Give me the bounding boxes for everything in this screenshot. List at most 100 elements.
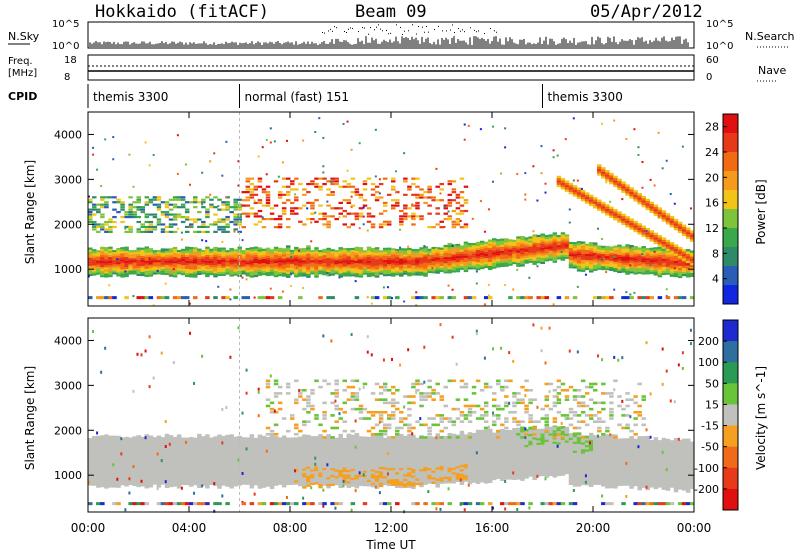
velocity-cell [269, 445, 275, 449]
power-cell [629, 296, 634, 300]
velocity-cell [92, 449, 97, 453]
power-cell [160, 223, 166, 226]
search-dot [454, 31, 455, 33]
velocity-cell [124, 456, 129, 460]
power-cell [374, 249, 380, 252]
velocity-cell [209, 439, 214, 443]
power-cell [621, 220, 626, 223]
power-cell [588, 264, 594, 267]
power-cell [540, 296, 545, 300]
power-cell [649, 296, 655, 300]
velocity-cell [245, 437, 251, 440]
power-cell [241, 199, 247, 202]
power-cell [568, 264, 574, 267]
power-cell [217, 220, 222, 224]
power-cell [492, 262, 497, 265]
velocity-cell [116, 460, 121, 464]
power-cell [249, 182, 255, 186]
power-cell [399, 248, 404, 251]
power-cell [496, 239, 501, 242]
power-cell [633, 246, 638, 249]
velocity-cell [197, 471, 202, 475]
velocity-cell [116, 447, 121, 450]
search-dot [458, 28, 459, 30]
velocity-cell [290, 439, 295, 443]
power-cell [257, 155, 260, 158]
power-cell [431, 261, 436, 264]
power-cell [265, 253, 271, 256]
power-cell [641, 260, 646, 263]
power-cell [209, 250, 214, 253]
velocity-cell [197, 465, 202, 468]
velocity-cell [277, 468, 283, 472]
velocity-cell [160, 459, 163, 463]
velocity-cell [294, 452, 299, 456]
power-cell [249, 259, 255, 262]
power-cell [572, 296, 578, 300]
velocity-cell [241, 459, 247, 463]
velocity-cell [205, 463, 210, 467]
velocity-cell [197, 451, 202, 455]
power-cell [395, 263, 400, 266]
velocity-cell [201, 354, 204, 358]
velocity-cell [104, 474, 109, 478]
power-cell [225, 203, 230, 206]
power-cell [346, 169, 349, 172]
velocity-cell [265, 448, 271, 451]
power-cell [669, 224, 675, 228]
power-cell [193, 259, 198, 262]
power-cell [536, 248, 541, 252]
velocity-cell [176, 450, 182, 453]
power-cell [427, 250, 432, 253]
power-cell [451, 254, 457, 257]
power-cell [629, 263, 634, 266]
power-cell [669, 264, 675, 267]
velocity-cell [261, 444, 267, 448]
power-cell [144, 215, 150, 219]
power-cell [548, 252, 554, 255]
power-cell [403, 204, 408, 207]
power-cell [601, 176, 606, 179]
power-cell [431, 256, 436, 260]
velocity-cell [294, 455, 299, 458]
power-cell [443, 261, 449, 264]
power-cell [306, 273, 311, 276]
velocity-cell [152, 470, 158, 474]
power-cell [459, 267, 465, 270]
velocity-cell [128, 455, 133, 459]
power-cell [277, 259, 283, 263]
velocity-cell [265, 441, 271, 445]
power-cell [597, 203, 602, 207]
velocity-cell [96, 446, 101, 450]
velocity-cell [128, 473, 133, 477]
power-cell [580, 241, 583, 244]
power-cell [399, 260, 404, 263]
velocity-cell [124, 463, 129, 467]
velocity-cell [108, 485, 113, 488]
power-cell [516, 254, 521, 257]
velocity-cell [213, 483, 218, 487]
power-cell [189, 201, 194, 204]
power-cell [540, 241, 545, 244]
velocity-cell [269, 479, 275, 483]
power-cell [132, 252, 137, 255]
power-cell [576, 269, 582, 272]
power-cell [180, 215, 186, 219]
power-cell [273, 254, 279, 258]
power-cell [265, 261, 271, 264]
power-cell [560, 180, 566, 183]
power-cell [403, 217, 408, 221]
velocity-cell [104, 463, 109, 467]
power-cell [536, 257, 541, 260]
power-cell [237, 260, 242, 263]
power-cell [378, 178, 381, 181]
velocity-cell [265, 466, 271, 469]
power-cell [504, 250, 509, 253]
power-cell [104, 249, 109, 252]
power-cell [112, 215, 117, 219]
power-cell [152, 215, 158, 219]
power-cell [669, 256, 675, 259]
power-cell [201, 272, 206, 275]
power-cell [306, 257, 311, 260]
